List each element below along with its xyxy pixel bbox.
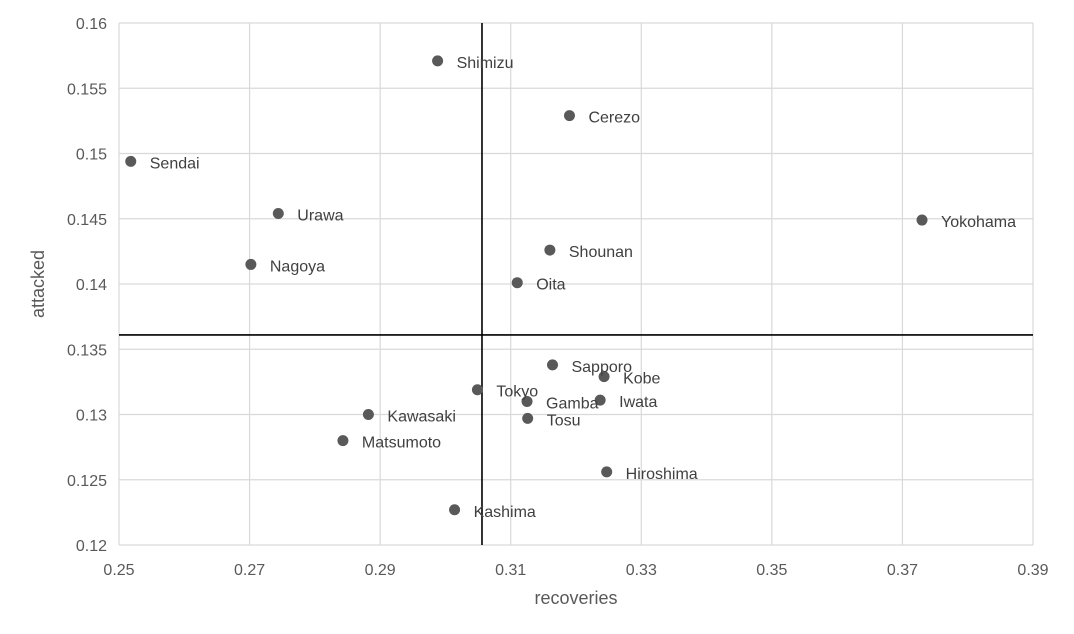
data-label: Hiroshima: [626, 466, 698, 483]
data-point: [245, 258, 257, 270]
data-label: Tosu: [547, 412, 581, 429]
data-label: Urawa: [297, 208, 343, 225]
x-axis-ticks: 0.25 0.27 0.29 0.31 0.33 0.35 0.37 0.39: [103, 562, 1048, 579]
reference-lines: [119, 23, 1033, 545]
data-point: [521, 395, 533, 407]
data-label: Matsumoto: [362, 435, 441, 452]
data-point: [544, 244, 556, 256]
y-tick-label: 0.15: [76, 147, 107, 164]
x-tick-label: 0.39: [1017, 562, 1048, 579]
data-point: [432, 55, 444, 67]
data-point: [471, 384, 483, 396]
y-axis-ticks: 0.12 0.125 0.13 0.135 0.14 0.145 0.15 0.155 0.16: [67, 16, 107, 555]
data-labels: Shimizu Cerezo Sendai Urawa Yokohama Shounan N…: [150, 55, 1016, 521]
data-label: Kawasaki: [387, 409, 455, 426]
y-tick-label: 0.145: [67, 212, 107, 229]
data-point: [125, 155, 137, 167]
data-label: Nagoya: [270, 258, 325, 275]
y-tick-label: 0.135: [67, 342, 107, 359]
data-point: [598, 371, 610, 383]
x-tick-label: 0.31: [495, 562, 526, 579]
data-point: [546, 359, 558, 371]
x-tick-label: 0.27: [234, 562, 265, 579]
grid: [118, 22, 1034, 546]
y-tick-label: 0.13: [76, 408, 107, 425]
x-tick-label: 0.29: [365, 562, 396, 579]
data-label: Yokohama: [941, 214, 1016, 231]
data-point: [449, 504, 461, 516]
data-label: Kashima: [474, 504, 536, 521]
data-points: [125, 55, 928, 516]
data-label: Tokyo: [496, 384, 538, 401]
data-label: Gamba: [546, 395, 599, 412]
x-tick-label: 0.25: [103, 562, 134, 579]
data-point: [601, 466, 613, 478]
y-tick-label: 0.125: [67, 473, 107, 490]
data-label: Oita: [536, 277, 565, 294]
x-tick-label: 0.33: [626, 562, 657, 579]
y-tick-label: 0.155: [67, 81, 107, 98]
data-label: Sapporo: [571, 359, 632, 376]
y-tick-label: 0.16: [76, 16, 107, 33]
data-label: Cerezo: [588, 110, 640, 127]
x-axis-title: recoveries: [534, 588, 617, 608]
data-point: [594, 394, 606, 406]
data-point: [362, 409, 374, 420]
y-tick-label: 0.14: [76, 277, 107, 294]
x-tick-label: 0.37: [887, 562, 918, 579]
data-label: Sendai: [150, 155, 200, 172]
data-label: Shimizu: [457, 55, 514, 72]
data-point: [337, 435, 349, 447]
data-label: Iwata: [619, 394, 657, 411]
data-point: [522, 412, 534, 424]
y-tick-label: 0.12: [76, 538, 107, 555]
data-label: Kobe: [623, 371, 660, 388]
data-point: [511, 277, 523, 289]
data-point: [563, 110, 575, 122]
x-tick-label: 0.35: [756, 562, 787, 579]
data-point: [272, 208, 284, 220]
data-point: [916, 214, 928, 226]
data-label: Shounan: [569, 244, 633, 261]
y-axis-title: attacked: [28, 250, 48, 318]
